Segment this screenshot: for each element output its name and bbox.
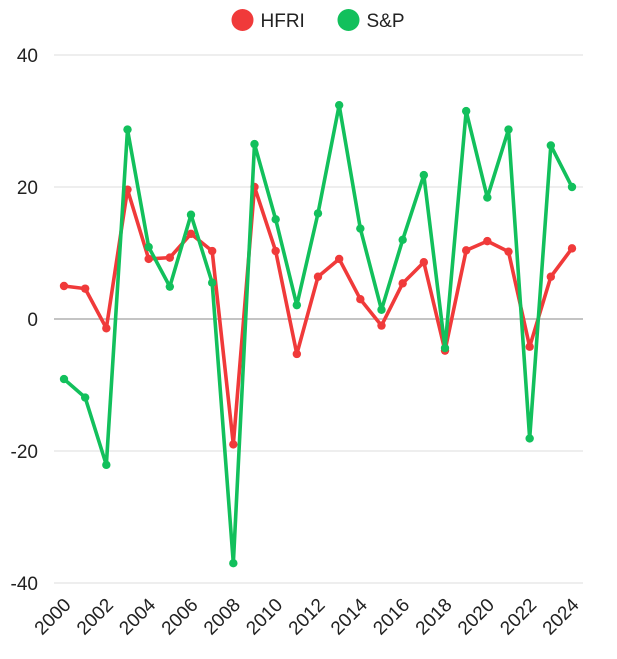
data-point-hfri [483, 236, 492, 246]
legend-label-s-p: S&P [367, 11, 405, 32]
x-tick-label: 2022 [496, 595, 541, 640]
data-point-s-p [80, 393, 90, 402]
data-point-hfri [80, 284, 90, 293]
x-tick-label: 2020 [454, 595, 499, 640]
data-point-hfri [207, 246, 217, 256]
y-tick-label: 20 [17, 178, 38, 199]
data-point-s-p [271, 215, 280, 224]
legend-marker-hfri [231, 9, 254, 31]
series-line-hfri [62, 185, 574, 447]
x-tick-label: 2000 [31, 595, 76, 640]
legend-label-hfri: HFRI [261, 11, 305, 32]
data-point-hfri [59, 281, 69, 291]
data-point-hfri [356, 295, 365, 304]
data-point-hfri [165, 253, 175, 262]
data-point-hfri [334, 254, 344, 264]
data-point-hfri [419, 258, 429, 267]
y-tick-label: -40 [11, 574, 38, 595]
data-point-hfri [377, 321, 386, 330]
data-point-hfri [102, 324, 111, 333]
data-point-s-p [398, 235, 407, 244]
data-point-hfri [144, 254, 153, 264]
data-point-s-p [144, 242, 153, 252]
data-point-s-p [165, 282, 175, 291]
data-point-hfri [271, 246, 280, 256]
data-point-s-p [313, 209, 323, 218]
x-tick-label: 2016 [369, 595, 414, 640]
data-point-hfri [292, 349, 302, 359]
y-tick-label: -20 [11, 442, 38, 463]
data-point-hfri [546, 272, 556, 281]
data-point-hfri [504, 247, 513, 256]
data-point-s-p [504, 125, 513, 134]
data-point-s-p [377, 305, 386, 314]
data-point-s-p [229, 559, 238, 568]
data-point-s-p [440, 343, 450, 353]
data-point-s-p [483, 193, 492, 202]
data-point-hfri [398, 279, 407, 288]
x-tick-label: 2002 [73, 595, 118, 640]
data-point-s-p [292, 300, 302, 310]
data-point-hfri [313, 272, 323, 281]
data-point-s-p [419, 170, 429, 180]
data-point-hfri [567, 244, 577, 253]
data-point-s-p [102, 460, 111, 470]
x-tick-label: 2010 [242, 595, 287, 640]
x-tick-label: 2024 [539, 594, 584, 639]
data-point-s-p [525, 434, 534, 443]
data-point-s-p [546, 141, 556, 150]
data-point-s-p [59, 374, 69, 384]
data-point-s-p [207, 278, 217, 287]
data-point-s-p [123, 125, 132, 134]
data-point-s-p [250, 139, 259, 149]
x-tick-label: 2018 [412, 595, 457, 640]
x-tick-label: 2014 [327, 594, 372, 639]
data-point-s-p [567, 182, 577, 192]
legend-marker-s-p [337, 9, 360, 31]
y-tick-label: 0 [27, 310, 38, 331]
x-tick-label: 2006 [158, 595, 203, 640]
series-line-s-p [62, 103, 574, 566]
data-point-hfri [186, 229, 196, 239]
data-point-hfri [461, 246, 471, 255]
data-point-s-p [186, 210, 196, 219]
data-point-s-p [356, 224, 365, 233]
data-point-hfri [229, 440, 238, 449]
x-tick-label: 2012 [285, 595, 330, 640]
x-tick-label: 2008 [200, 595, 245, 640]
data-point-s-p [461, 106, 471, 116]
data-point-hfri [525, 342, 534, 351]
data-point-s-p [334, 100, 344, 110]
x-tick-label: 2004 [115, 594, 160, 639]
y-tick-label: 40 [17, 46, 38, 67]
